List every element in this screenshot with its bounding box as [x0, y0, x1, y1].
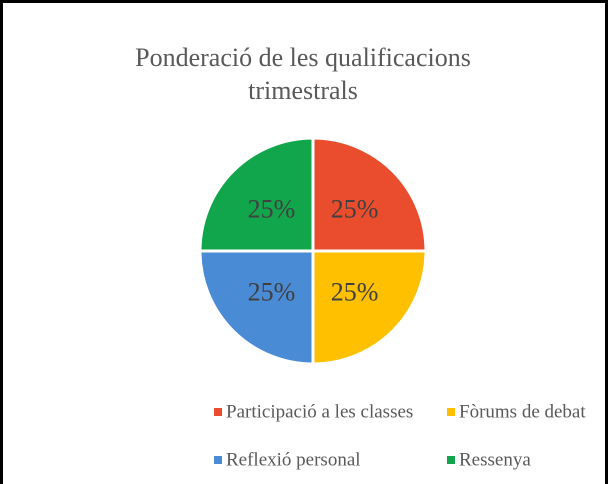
data-label: 25%: [331, 278, 379, 307]
legend-swatch: [447, 408, 455, 416]
chart-title: Ponderació de les qualificacions trimest…: [135, 43, 471, 105]
pie-slice: [311, 136, 428, 253]
data-label: 25%: [248, 278, 296, 307]
data-label: 25%: [248, 194, 296, 223]
data-label: 25%: [331, 194, 379, 223]
legend-label: Reflexió personal: [226, 449, 361, 470]
pie-slice: [311, 249, 428, 366]
legend-label: Fòrums de debat: [459, 401, 586, 422]
legend-label: Ressenya: [459, 449, 531, 470]
legend-swatch: [447, 456, 455, 464]
pie-slice: [198, 136, 315, 253]
pie-slice: [198, 249, 315, 366]
legend-label: Participació a les classes: [226, 401, 413, 422]
legend-swatch: [214, 408, 222, 416]
chart: 25% 25% 25% 25% Participació a les classes Fò…: [198, 136, 586, 470]
legend-swatch: [214, 456, 222, 464]
